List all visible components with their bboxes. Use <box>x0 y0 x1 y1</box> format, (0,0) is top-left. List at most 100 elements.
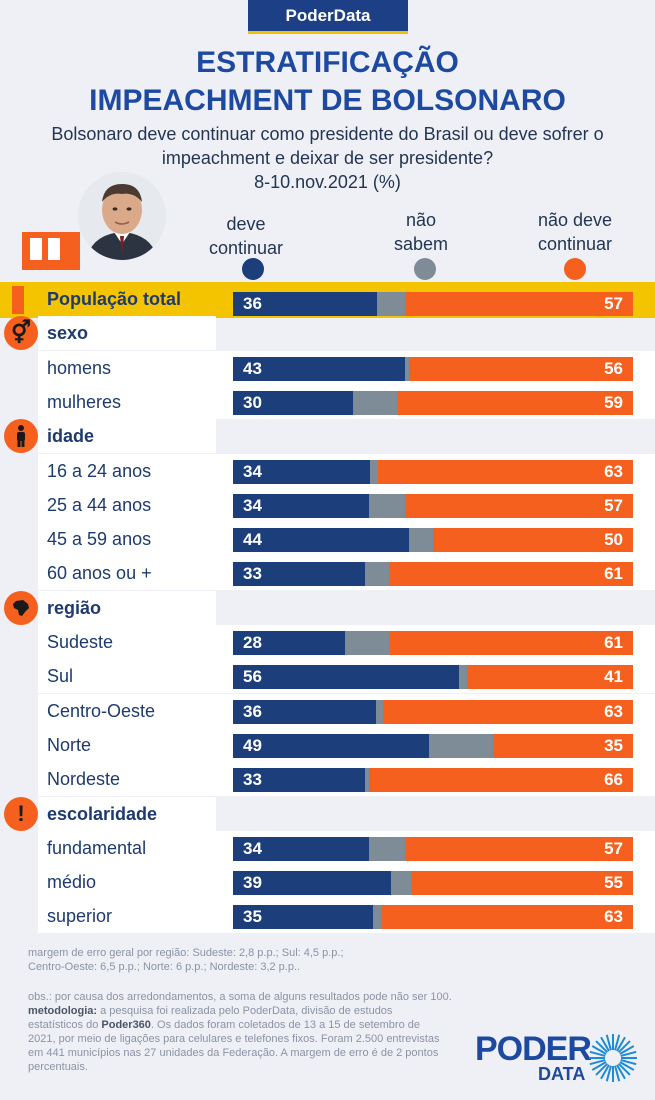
bar-segment-nao-deve-continuar <box>381 905 633 930</box>
stacked-bar: 33 61 <box>233 562 633 587</box>
row-label: População total <box>47 289 182 309</box>
margin-note-line: Centro-Oeste: 6,5 p.p.; Norte: 6 p.p.; N… <box>28 961 301 973</box>
value-label-nao-deve-continuar: 35 <box>604 735 623 755</box>
stacked-bar: 33 66 <box>233 768 633 793</box>
row-label: superior <box>47 906 113 927</box>
row-label: Nordeste <box>47 769 121 790</box>
stacked-bar: 34 57 <box>233 836 633 861</box>
bar-segment-nao-sabem <box>459 665 468 690</box>
row-label-cell <box>38 625 216 659</box>
row-label: 45 a 59 anos <box>47 529 152 550</box>
value-label-deve-continuar: 33 <box>243 564 262 584</box>
logo-ray <box>600 1064 610 1080</box>
value-label-deve-continuar: 33 <box>243 770 262 790</box>
bar-segment-deve-continuar <box>233 292 377 316</box>
row-label: fundamental <box>47 837 147 858</box>
value-label-nao-deve-continuar: 61 <box>604 564 623 584</box>
logo-ray <box>589 1050 606 1057</box>
bar-segment-deve-continuar <box>233 871 391 896</box>
bar-segment-nao-sabem <box>373 905 381 930</box>
logo-ray <box>619 1061 635 1071</box>
data-row: Sudeste 28 61 <box>0 625 655 659</box>
section-header-bg <box>38 316 216 351</box>
logo-ray <box>595 1062 609 1076</box>
legend-label-line: continuar <box>537 234 613 254</box>
margin-note: margem de erro geral por região: Sudeste… <box>28 946 508 974</box>
row-label-cell <box>38 899 216 934</box>
row-label: Sudeste <box>47 632 114 652</box>
quote-notch <box>48 238 60 260</box>
stacked-bar: 36 57 <box>233 292 633 316</box>
value-label-deve-continuar: 36 <box>243 701 262 721</box>
legend-label-nao-sabem: não sabem <box>376 208 466 256</box>
section-header-bg <box>38 590 216 625</box>
title-line-1: ESTRATIFICAÇÃO <box>196 46 459 79</box>
data-row: Norte 49 35 <box>0 727 655 762</box>
row-label: 60 anos ou + <box>47 563 152 584</box>
row-label: 25 a 44 anos <box>47 494 152 515</box>
section-header-bg <box>38 796 216 831</box>
date-range: 8-10.nov.2021 (%) <box>254 172 401 192</box>
data-row: Centro-Oeste 36 63 <box>0 693 655 728</box>
logo-ray <box>616 1064 626 1080</box>
subtitle-line-2: impeachment e deixar de ser presidente? <box>161 148 494 168</box>
logo-ray <box>617 1062 631 1076</box>
bar-segment-nao-deve-continuar <box>383 699 633 724</box>
row-label: Sul <box>47 666 74 687</box>
bar-segment-nao-sabem <box>390 871 411 896</box>
bar-segment-nao-sabem <box>377 292 405 316</box>
logo-ray <box>589 1059 606 1066</box>
bar-segment-nao-deve-continuar <box>405 836 633 861</box>
value-label-deve-continuar: 44 <box>243 530 262 550</box>
gender-icon: ⚥ <box>4 316 38 351</box>
value-label-nao-deve-continuar: 57 <box>604 495 623 515</box>
bar-segment-deve-continuar <box>233 905 373 930</box>
bar-segment-nao-deve-continuar <box>467 665 633 690</box>
data-row: Sul 56 41 <box>0 659 655 694</box>
poderdata-logo: PODER DATA <box>475 1028 640 1084</box>
logo-ray <box>605 1034 612 1051</box>
margin-note-line: margem de erro geral por região: Sudeste… <box>28 947 344 959</box>
section-header: ! escolaridade <box>0 796 655 831</box>
legend-label-nao-deve-continuar: não deve continuar <box>520 208 630 256</box>
methodology-text-a: a pesquisa foi realizada pelo PoderData,… <box>28 1005 393 1031</box>
row-label-cell <box>38 762 216 797</box>
bar-segment-deve-continuar <box>233 562 365 587</box>
legend-label-line: sabem <box>393 234 449 254</box>
value-label-nao-deve-continuar: 57 <box>604 838 623 858</box>
legend-dot-deve-continuar <box>242 258 264 280</box>
stacked-bar: 44 50 <box>233 528 633 553</box>
bar-segment-nao-deve-continuar <box>389 562 633 587</box>
bar-segment-nao-sabem <box>429 733 493 758</box>
row-label-cell <box>38 556 216 591</box>
row-label: médio <box>47 872 97 893</box>
row-label-cell <box>38 659 216 694</box>
logo-ray <box>591 1045 607 1055</box>
legend-dot-nao-deve-continuar <box>564 258 586 280</box>
data-row: médio 39 55 <box>0 865 655 900</box>
value-label-deve-continuar: 43 <box>243 358 262 378</box>
value-label-nao-deve-continuar: 56 <box>604 358 623 378</box>
bar-segment-nao-sabem <box>345 631 389 655</box>
data-row: Nordeste 33 66 <box>0 762 655 797</box>
value-label-nao-deve-continuar: 55 <box>604 873 623 893</box>
bar-segment-nao-deve-continuar <box>410 871 633 896</box>
stacked-bar: 34 57 <box>233 493 633 518</box>
data-row: homens 43 56 <box>0 350 655 385</box>
methodology-text-b: . Os dados foram coletados de 13 a 15 de… <box>28 1019 440 1073</box>
person-icon <box>4 419 38 454</box>
data-row: mulheres 30 59 <box>0 384 655 419</box>
data-row: 25 a 44 anos 34 57 <box>0 487 655 522</box>
logo-data-text: DATA <box>538 1064 586 1084</box>
bar-segment-nao-sabem <box>409 528 433 553</box>
value-label-deve-continuar: 39 <box>243 873 262 893</box>
quote-notch <box>30 238 42 260</box>
value-label-nao-deve-continuar: 50 <box>604 530 623 550</box>
value-label-nao-deve-continuar: 63 <box>604 701 623 721</box>
stacked-bar: 49 35 <box>233 733 633 758</box>
value-label-deve-continuar: 56 <box>243 667 262 687</box>
bar-segment-nao-deve-continuar <box>378 459 633 484</box>
logo-ray <box>600 1036 610 1052</box>
data-row: fundamental 34 57 <box>0 830 655 865</box>
row-label: sexo <box>47 323 89 344</box>
